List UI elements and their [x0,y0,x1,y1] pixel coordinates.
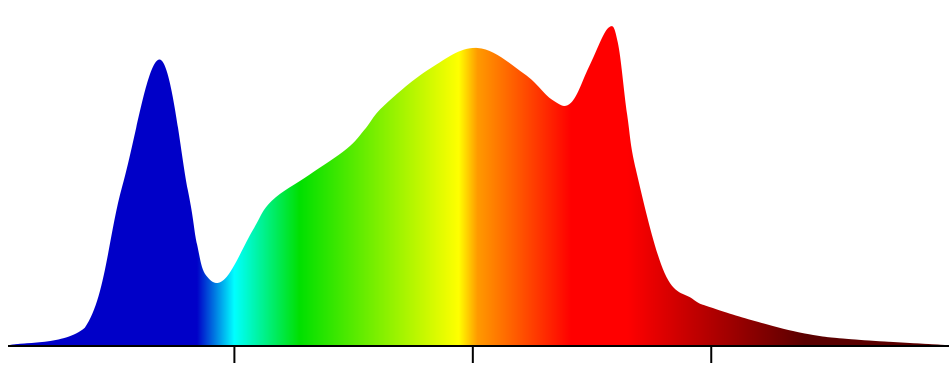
spectrum-area [10,26,945,346]
spectrum-marks [8,26,949,363]
